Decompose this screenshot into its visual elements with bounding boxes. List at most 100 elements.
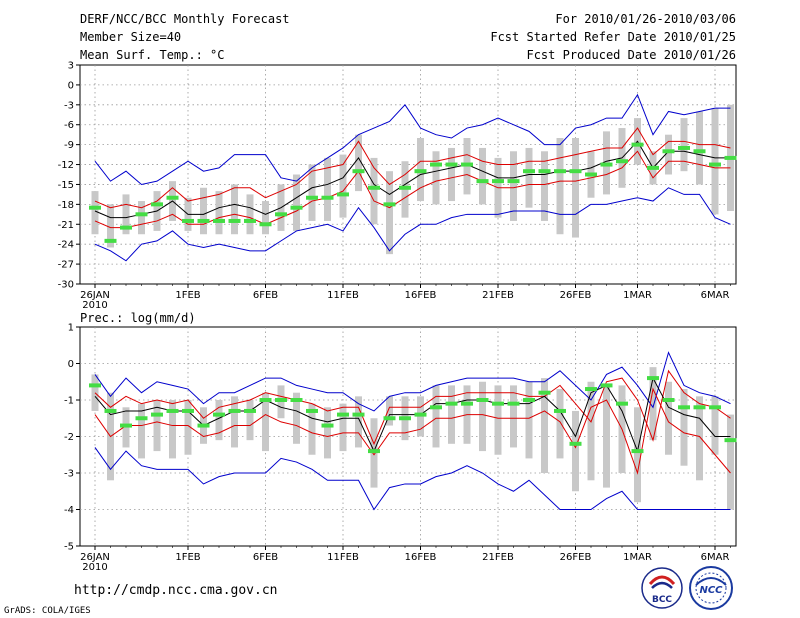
ensemble-box [494, 385, 502, 455]
observed-marker [321, 195, 334, 200]
observed-marker [492, 401, 504, 406]
y-tick-label: -9 [64, 140, 74, 151]
x-tick-label: 26JAN [80, 290, 110, 301]
ensemble-box [246, 400, 254, 441]
x-tick-label: 11FEB [327, 552, 359, 563]
observed-marker [104, 238, 117, 243]
observed-marker [554, 408, 566, 413]
observed-marker [507, 179, 520, 184]
series-line-mean [94, 140, 731, 219]
observed-marker [290, 398, 303, 402]
observed-marker [166, 408, 179, 413]
observed-marker [523, 169, 535, 174]
ncc-logo-text: NCC [699, 585, 723, 596]
forecast-produced-date: Fcst Produced Date 2010/01/26 [526, 48, 736, 62]
observed-marker [631, 142, 644, 147]
observed-marker [693, 149, 706, 154]
ensemble-box [696, 396, 703, 481]
y-tick-label: -3 [64, 469, 74, 480]
ensemble-box [510, 151, 517, 221]
x-year-label: 2010 [82, 300, 107, 311]
ensemble-box [696, 111, 703, 185]
observed-marker [693, 405, 706, 410]
x-tick-label: 26JAN [80, 552, 110, 563]
observed-marker [678, 145, 690, 150]
precipitation-panel: 1 0 -1 -2 -3 -4 -5 26JAN 1FEB 6FEB 11FEB 16FEB 21FEB… [64, 323, 737, 573]
observed-marker [724, 438, 737, 443]
ensemble-box [386, 171, 393, 255]
ensemble-box [510, 385, 517, 448]
ensemble-box [479, 381, 486, 452]
y-tick-label: -30 [58, 280, 74, 291]
observed-marker [414, 412, 427, 417]
observed-marker [647, 376, 659, 381]
observed-marker [724, 155, 737, 160]
ensemble-box [525, 147, 533, 208]
ensemble-box [572, 410, 579, 492]
observed-marker [709, 405, 721, 410]
y-tick-label: -21 [58, 220, 74, 231]
chart-title: DERF/NCC/BCC Monthly Forecast [80, 12, 290, 26]
observed-marker [104, 408, 117, 413]
ensemble-box [324, 157, 331, 221]
ensemble-box [680, 118, 688, 172]
series-line-lower [94, 387, 731, 475]
ensemble-box [556, 138, 564, 235]
ensemble-box [339, 154, 347, 218]
observed-marker [383, 416, 396, 421]
ncc-logo-icon: NCC [689, 566, 733, 610]
observed-marker [259, 398, 272, 402]
observed-marker [662, 398, 675, 402]
ensemble-box [293, 392, 300, 444]
y-tick-label: -4 [64, 505, 74, 516]
observed-marker [492, 179, 504, 184]
observed-marker [337, 192, 349, 197]
observed-marker [197, 218, 210, 223]
observed-marker [290, 205, 303, 210]
observed-marker [600, 162, 613, 167]
member-size: Member Size=40 [80, 30, 182, 44]
observed-marker [244, 218, 256, 223]
observed-marker [616, 159, 628, 164]
bcc-logo-icon: BCC [641, 567, 683, 609]
plot-frame [79, 64, 737, 285]
observed-marker [228, 218, 241, 223]
observed-marker [352, 169, 365, 174]
observed-marker [461, 162, 473, 167]
ensemble-box [541, 151, 548, 221]
observed-marker [476, 179, 489, 184]
ensemble-box [448, 385, 455, 444]
ensemble-box [432, 151, 440, 205]
ensemble-box [541, 378, 548, 473]
ensemble-box [355, 134, 362, 192]
x-tick-label: 6MAR [701, 290, 730, 301]
ensemble-box [680, 389, 688, 466]
observed-marker [213, 412, 225, 417]
observed-marker [337, 412, 349, 417]
ensemble-box [386, 396, 393, 426]
observed-marker [135, 416, 148, 421]
ensemble-box [215, 191, 223, 235]
ensemble-box [262, 201, 269, 235]
series-line-minimum [94, 447, 731, 511]
bcc-logo-text: BCC [652, 595, 672, 605]
observed-marker [244, 408, 256, 413]
x-tick-label: 11FEB [327, 290, 359, 301]
temperature-panel-title: Mean Surf. Temp.: °C [80, 48, 225, 62]
y-tick-label: -5 [64, 542, 74, 553]
ensemble-box [727, 414, 734, 510]
observed-marker [275, 398, 287, 402]
y-tick-label: -24 [58, 240, 74, 251]
ensemble-box [200, 187, 207, 235]
temperature-panel: 3 0 -3 -6 -9 -12 -15 -18 -21 -24 -27 -30 26JAN 1FEB 6F… [58, 61, 737, 311]
ensemble-box [215, 400, 223, 441]
observed-marker [321, 423, 334, 428]
ensemble-box [122, 194, 130, 235]
x-year-label: 2010 [82, 562, 107, 573]
ensemble-box [711, 108, 719, 215]
x-tick-label: 6FEB [253, 290, 278, 301]
y-tick-label: -2 [64, 432, 74, 443]
source-url[interactable]: http://cmdp.ncc.cma.gov.cn [74, 583, 278, 598]
observed-marker [430, 405, 442, 410]
observed-marker [197, 423, 210, 428]
